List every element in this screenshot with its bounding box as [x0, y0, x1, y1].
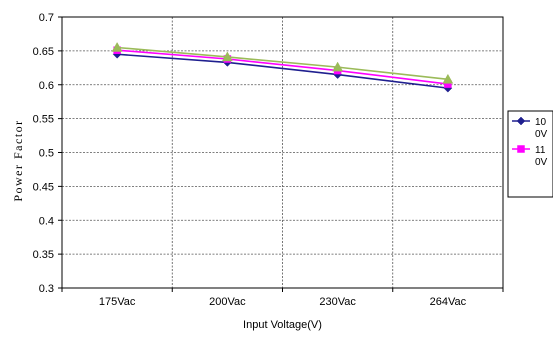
legend-box	[507, 110, 553, 198]
y-tick-label: 0.65	[33, 46, 54, 58]
y-tick-label: 0.55	[33, 114, 54, 126]
legend-label: 11	[535, 145, 546, 156]
axis-layer	[58, 16, 504, 292]
legend-swatch-marker	[516, 116, 526, 126]
legend-swatch-marker	[517, 145, 525, 153]
series-2-line	[117, 49, 448, 85]
series-3-point	[332, 61, 344, 72]
x-tick-label: 264Vac	[430, 296, 467, 308]
series-3-point	[221, 51, 233, 62]
series-3-line	[117, 46, 448, 81]
x-tick-label: 175Vac	[99, 296, 136, 308]
series-3-point	[111, 41, 123, 52]
grid-layer	[62, 16, 503, 289]
legend-label-continued: 0V	[535, 129, 548, 140]
series-1-line	[117, 53, 448, 89]
x-tick-label: 230Vac	[319, 296, 356, 308]
y-tick-label: 0.35	[33, 249, 54, 261]
x-tick-label: 200Vac	[209, 296, 246, 308]
y-tick-label: 0.45	[33, 181, 54, 193]
y-tick-label: 0.4	[39, 215, 54, 227]
legend-label: 10	[535, 117, 547, 128]
series-layer	[111, 41, 454, 93]
y-tick-label: 0.3	[39, 283, 54, 295]
legend-label-continued: 0V	[535, 157, 548, 168]
x-axis-title: Input Voltage(V)	[243, 319, 322, 331]
series-3-point	[442, 73, 454, 84]
y-axis-title: Power Factor	[11, 119, 25, 201]
y-tick-label: 0.6	[39, 80, 54, 92]
label-layer: 0.7 0.65 0.6 0.55 0.5 0.45 0.4 0.35 0.3 175Vac 200…	[11, 12, 467, 331]
y-tick-label: 0.7	[39, 12, 54, 24]
y-tick-label: 0.5	[39, 148, 54, 160]
